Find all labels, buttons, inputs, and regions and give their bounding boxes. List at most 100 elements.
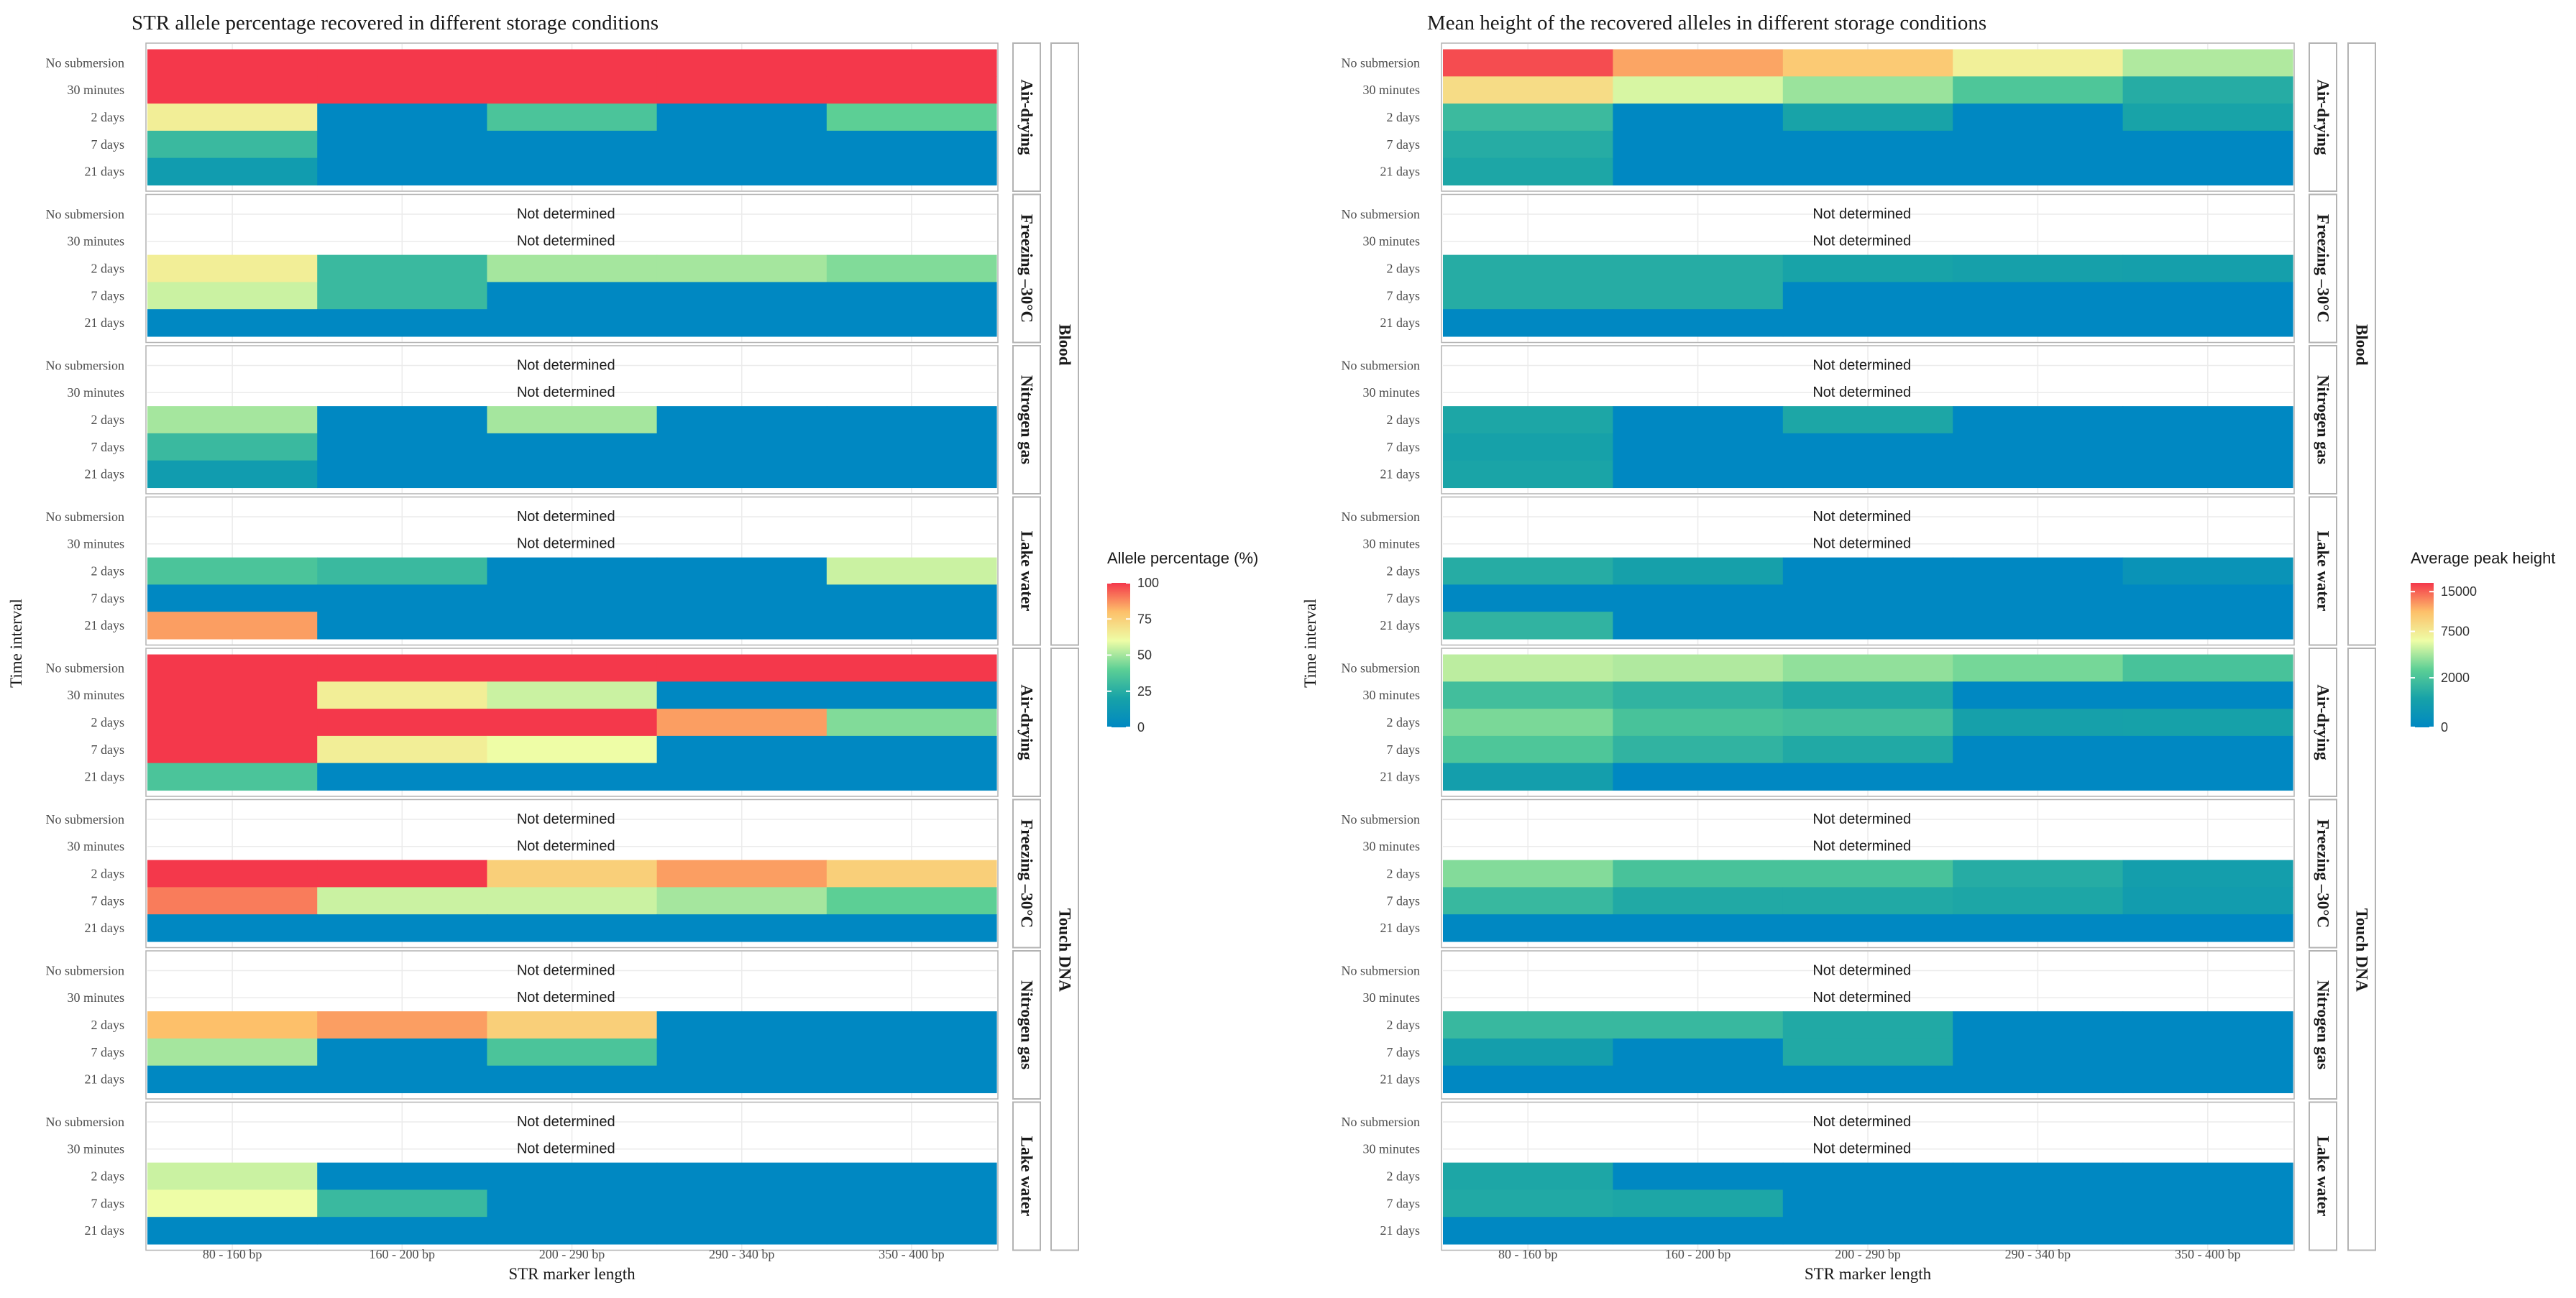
y-tick-label: 21 days (85, 1072, 125, 1087)
heatmap-cell (1782, 557, 1953, 585)
heatmap-cell (1782, 1162, 1953, 1190)
heatmap-cell (147, 709, 318, 737)
heatmap-cell (487, 76, 658, 104)
heatmap-cell (656, 612, 828, 640)
panel: No submersion Not determined 30 minutes Not… (1342, 496, 2337, 646)
heatmap-cell (317, 433, 487, 461)
y-axis-label: Time interval (7, 599, 25, 688)
heatmap-cell (1613, 309, 1784, 337)
heatmap-cell (317, 76, 487, 104)
heatmap-cell (2122, 584, 2293, 612)
heatmap-cell (1953, 709, 2124, 737)
heatmap-cell (2122, 157, 2293, 186)
x-axis-label: STR marker length (508, 1265, 636, 1283)
condition-strip (2309, 1101, 2337, 1251)
heatmap-cell (147, 433, 318, 461)
heatmap-cell (487, 654, 658, 682)
heatmap-cell (2122, 1189, 2293, 1218)
condition-strip-label: Nitrogen gas (1018, 980, 1036, 1069)
heatmap-cell (2122, 557, 2293, 585)
heatmap-cell (147, 130, 318, 159)
heatmap-cell (147, 76, 318, 104)
panel: No submersion Not determined 30 minutes Not… (46, 345, 1041, 494)
heatmap-cell (147, 460, 318, 489)
heatmap-cell (1613, 103, 1784, 132)
heatmap-cell (1443, 887, 1613, 915)
y-tick-label: 21 days (1380, 165, 1421, 179)
sample-strip (2347, 648, 2376, 1251)
heatmap-cell (1613, 157, 1784, 186)
y-tick-label: 21 days (85, 770, 125, 784)
y-tick-label: 30 minutes (68, 83, 125, 97)
y-tick-label: 7 days (1387, 591, 1421, 605)
y-tick-label: No submersion (46, 1115, 125, 1129)
y-tick-label: No submersion (1342, 55, 1421, 70)
heatmap-cell (826, 1189, 997, 1218)
heatmap-cell (1953, 282, 2124, 310)
heatmap-cell (487, 584, 658, 612)
y-tick-label: 21 days (1380, 1223, 1421, 1238)
allele-percentage-chart: STR allele percentage recovered in diffe… (7, 11, 1258, 1283)
heatmap-cell (1953, 681, 2124, 709)
heatmap-cell (826, 681, 997, 709)
legend-colorbar (2411, 583, 2434, 727)
heatmap-cell (656, 709, 828, 737)
y-tick-label: 2 days (1387, 1018, 1421, 1032)
y-tick-label: 7 days (1387, 1045, 1421, 1059)
heatmap-cell (1782, 1038, 1953, 1067)
heatmap-cell (1613, 1162, 1784, 1190)
heatmap-cell (1953, 914, 2124, 942)
y-tick-label: 2 days (91, 110, 125, 124)
panel-border (145, 193, 999, 344)
legend-tick-label: 0 (1137, 720, 1145, 735)
heatmap-cell (826, 309, 997, 337)
heatmap-cell (1782, 654, 1953, 682)
not-determined-label: Not determined (1812, 1141, 1911, 1157)
heatmap-cell (487, 612, 658, 640)
condition-strip (2309, 42, 2337, 192)
heatmap-cell (147, 309, 318, 337)
y-tick-label: 30 minutes (1363, 839, 1421, 854)
heatmap-cell (826, 887, 997, 915)
panel-border (145, 496, 999, 646)
heatmap-cell (826, 735, 997, 764)
heatmap-cell (656, 1065, 828, 1094)
heatmap-cell (656, 654, 828, 682)
panel: No submersion 30 minutes 2 days 7 days 21 da… (46, 42, 1041, 192)
condition-strip (1012, 798, 1041, 949)
heatmap-cell (1443, 103, 1613, 132)
heatmap-cell (147, 1189, 318, 1218)
x-tick-label: 80 - 160 bp (203, 1247, 262, 1261)
panel-border (145, 950, 999, 1100)
heatmap-cell (147, 282, 318, 310)
heatmap-cell (1613, 1217, 1784, 1245)
x-tick-label: 290 - 340 bp (709, 1247, 775, 1261)
heatmap-cell (317, 309, 487, 337)
y-tick-label: No submersion (1342, 963, 1421, 977)
heatmap-cell (1613, 914, 1784, 942)
heatmap-cell (656, 1011, 828, 1039)
heatmap-cell (147, 1162, 318, 1190)
heatmap-cell (1443, 460, 1613, 489)
heatmap-cell (1613, 887, 1784, 915)
x-tick-label: 160 - 200 bp (1665, 1247, 1731, 1261)
heatmap-cell (1953, 1065, 2124, 1094)
heatmap-cell (656, 103, 828, 132)
heatmap-cell (317, 1038, 487, 1067)
sample-strip-label: Touch DNA (2353, 908, 2371, 992)
y-tick-label: 30 minutes (68, 1142, 125, 1156)
heatmap-cell (147, 1011, 318, 1039)
heatmap-cell (147, 735, 318, 764)
heatmap-cell (656, 49, 828, 77)
heatmap-cell (656, 254, 828, 282)
sample-strip (1050, 648, 1079, 1251)
heatmap-cell (1782, 887, 1953, 915)
not-determined-label: Not determined (517, 811, 615, 827)
panel: No submersion Not determined 30 minutes Not… (46, 1101, 1041, 1251)
heatmap-cell (1443, 1011, 1613, 1039)
condition-strip-label: Air-drying (1018, 684, 1036, 760)
y-tick-label: 7 days (91, 591, 125, 605)
y-tick-label: 7 days (91, 1045, 125, 1059)
x-axis-label: STR marker length (1805, 1265, 1932, 1283)
